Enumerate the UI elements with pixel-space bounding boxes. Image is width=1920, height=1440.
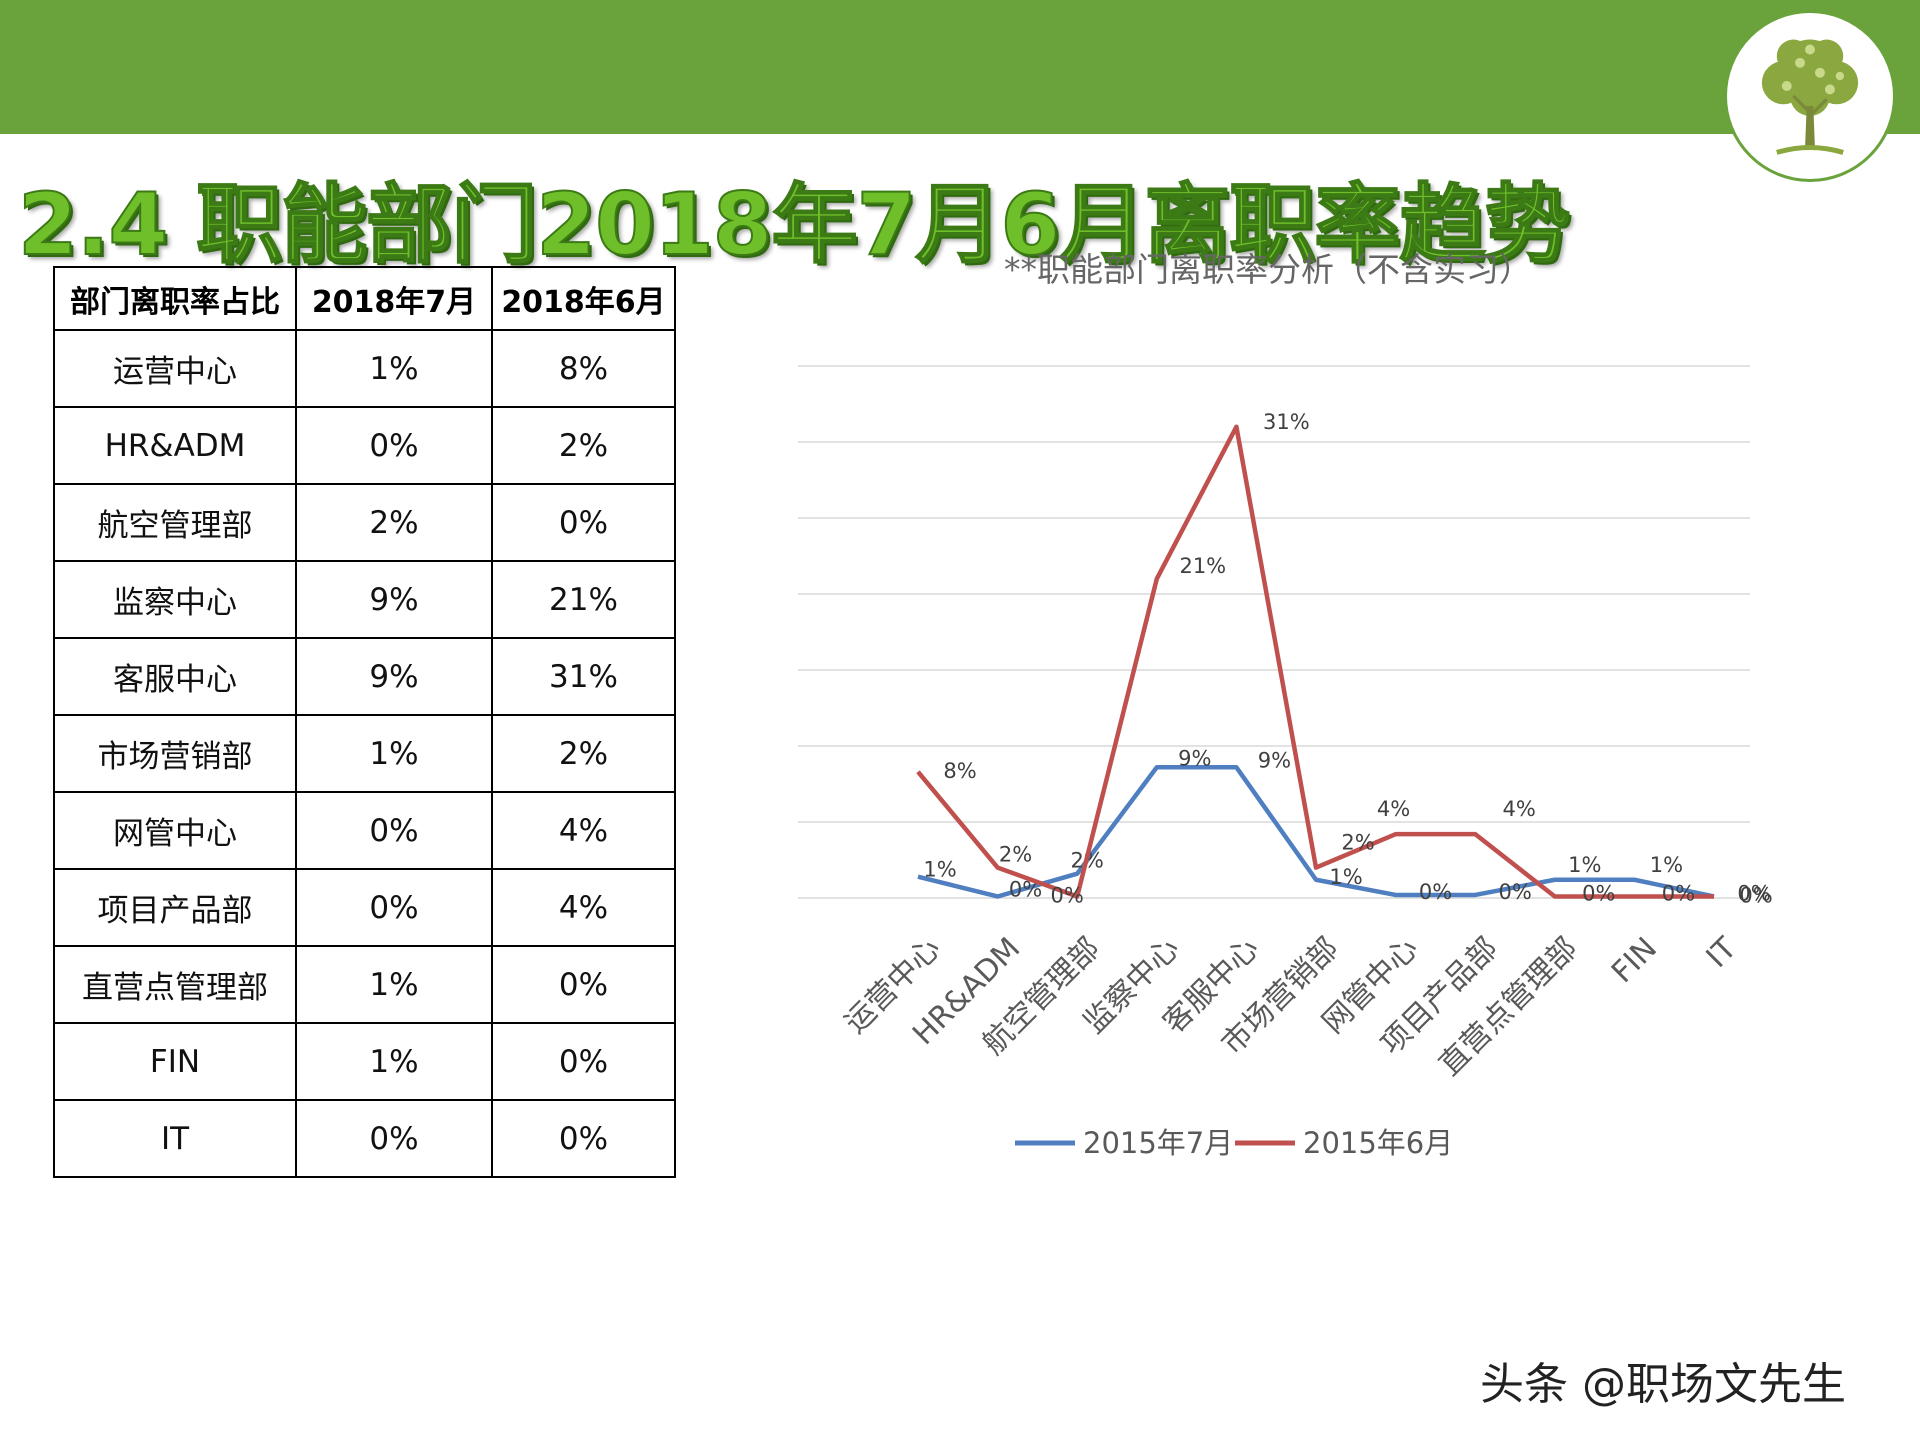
june-rate-cell: 8% xyxy=(491,329,676,408)
dept-name-cell: IT xyxy=(53,1099,297,1178)
data-label: 9% xyxy=(1258,748,1291,772)
data-label: 0% xyxy=(1582,881,1615,905)
june-rate-cell: 0% xyxy=(491,945,676,1024)
dept-name-cell: FIN xyxy=(53,1022,297,1101)
x-axis-tick-label: FIN xyxy=(1605,931,1664,990)
legend-label: 2015年6月 xyxy=(1303,1126,1453,1160)
data-label: 31% xyxy=(1263,410,1310,434)
x-axis-tick-label: 直营点管理部 xyxy=(1432,931,1584,1083)
data-label: 0% xyxy=(1737,881,1770,905)
june-rate-cell: 2% xyxy=(491,714,676,793)
turnover-table: 部门离职率占比 2018年7月 2018年6月 运营中心 1% 8% HR&AD… xyxy=(53,266,676,1178)
slide-title: 2.4 职能部门2018年7月6月离职率趋势 xyxy=(17,174,1571,276)
june-rate-cell: 31% xyxy=(491,637,676,716)
data-label: 8% xyxy=(943,759,976,783)
dept-name-cell: 监察中心 xyxy=(53,560,297,639)
table-row: HR&ADM 0% 2% xyxy=(53,406,676,485)
july-rate-cell: 1% xyxy=(295,1022,493,1101)
data-label: 1% xyxy=(923,858,956,882)
table-row: IT 0% 0% xyxy=(53,1099,676,1178)
dept-name-cell: 直营点管理部 xyxy=(53,945,297,1024)
data-label: 0% xyxy=(1739,883,1772,907)
chart-title: **职能部门离职率分析（不含实习） xyxy=(1004,250,1532,289)
june-rate-cell: 2% xyxy=(491,406,676,485)
data-label: 1% xyxy=(1568,853,1601,877)
tree-logo xyxy=(1724,10,1896,182)
table-header-row: 部门离职率占比 2018年7月 2018年6月 xyxy=(53,266,676,331)
series-line-1 xyxy=(916,424,1714,899)
july-rate-cell: 0% xyxy=(295,406,493,485)
table-row: 监察中心 9% 21% xyxy=(53,560,676,639)
series-line-0 xyxy=(917,765,1715,899)
june-rate-cell: 21% xyxy=(491,560,676,639)
june-rate-cell: 4% xyxy=(491,868,676,947)
table-row: 网管中心 0% 4% xyxy=(53,791,676,870)
data-label: 9% xyxy=(1178,746,1211,770)
july-rate-cell: 1% xyxy=(295,714,493,793)
june-rate-cell: 0% xyxy=(491,1022,676,1101)
july-rate-cell: 9% xyxy=(295,637,493,716)
july-rate-cell: 1% xyxy=(295,945,493,1024)
july-rate-cell: 0% xyxy=(295,791,493,870)
data-label: 2% xyxy=(999,843,1032,867)
data-label: 0% xyxy=(1499,880,1532,904)
july-rate-cell: 0% xyxy=(295,1099,493,1178)
table-row: 项目产品部 0% 4% xyxy=(53,868,676,947)
table-header-cell: 2018年7月 xyxy=(295,266,493,331)
july-rate-cell: 2% xyxy=(295,483,493,562)
data-label: 4% xyxy=(1377,797,1410,821)
data-label: 0% xyxy=(1662,881,1695,905)
table-row: 客服中心 9% 31% xyxy=(53,637,676,716)
table-row: 直营点管理部 1% 0% xyxy=(53,945,676,1024)
data-label: 21% xyxy=(1179,554,1226,578)
june-rate-cell: 4% xyxy=(491,791,676,870)
table-row: 市场营销部 1% 2% xyxy=(53,714,676,793)
dept-name-cell: 客服中心 xyxy=(53,637,297,716)
dept-name-cell: HR&ADM xyxy=(53,406,297,485)
june-rate-cell: 0% xyxy=(491,1099,676,1178)
tree-icon xyxy=(1731,17,1889,175)
header-bar xyxy=(0,0,1920,134)
dept-name-cell: 运营中心 xyxy=(53,329,297,408)
table-row: 运营中心 1% 8% xyxy=(53,329,676,408)
data-label: 2% xyxy=(1341,831,1374,855)
x-axis-tick-label: IT xyxy=(1700,930,1744,974)
june-rate-cell: 0% xyxy=(491,483,676,562)
dept-name-cell: 航空管理部 xyxy=(53,483,297,562)
dept-name-cell: 项目产品部 xyxy=(53,868,297,947)
watermark-text: 头条 @职场文先生 xyxy=(1480,1359,1846,1410)
data-label: 0% xyxy=(1419,880,1452,904)
data-label: 1% xyxy=(1650,853,1683,877)
data-label: 0% xyxy=(1051,883,1084,907)
july-rate-cell: 0% xyxy=(295,868,493,947)
dept-name-cell: 网管中心 xyxy=(53,791,297,870)
data-label: 4% xyxy=(1503,797,1536,821)
table-header-cell: 2018年6月 xyxy=(491,266,676,331)
july-rate-cell: 9% xyxy=(295,560,493,639)
dept-name-cell: 市场营销部 xyxy=(53,714,297,793)
july-rate-cell: 1% xyxy=(295,329,493,408)
table-header-cell: 部门离职率占比 xyxy=(53,266,297,331)
table-row: FIN 1% 0% xyxy=(53,1022,676,1101)
table-row: 航空管理部 2% 0% xyxy=(53,483,676,562)
data-label: 1% xyxy=(1329,865,1362,889)
legend-label: 2015年7月 xyxy=(1083,1126,1233,1160)
